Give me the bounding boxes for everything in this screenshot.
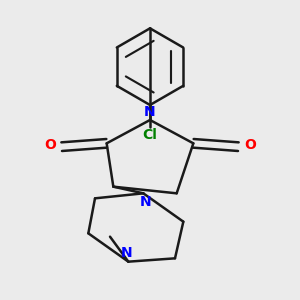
Text: N: N: [140, 195, 152, 209]
Text: N: N: [121, 246, 133, 260]
Text: Cl: Cl: [142, 128, 158, 142]
Text: O: O: [244, 138, 256, 152]
Text: O: O: [44, 138, 56, 152]
Text: N: N: [144, 105, 156, 119]
